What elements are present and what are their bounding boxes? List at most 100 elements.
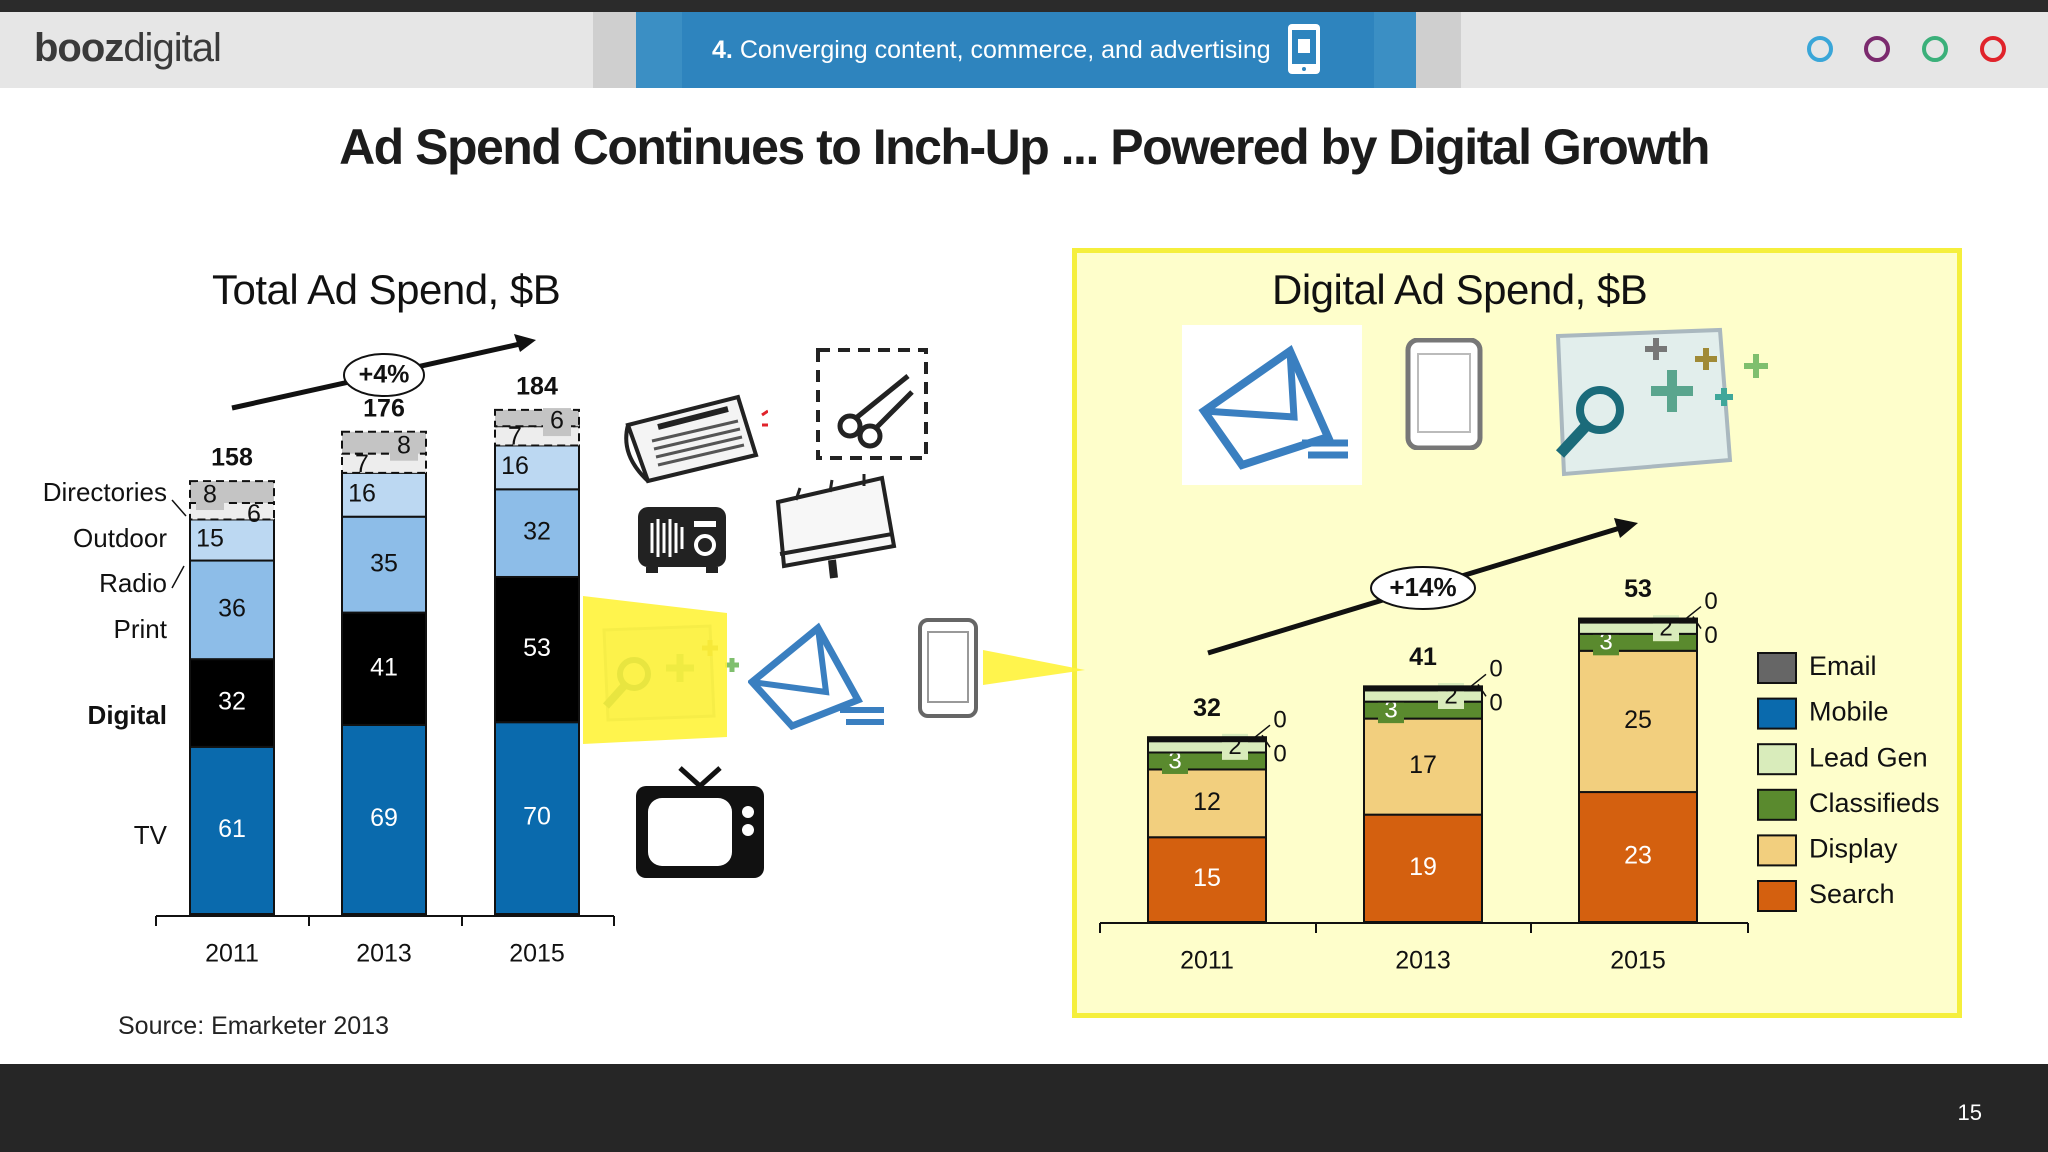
page-title: Ad Spend Continues to Inch-Up ... Powere… <box>339 119 1710 175</box>
logo-light-text: digital <box>123 26 222 70</box>
digital-leader-mobile-2011 <box>1261 734 1271 748</box>
nav-circle-4[interactable] <box>1980 36 2006 62</box>
total-value-directories-2015: 6 <box>550 407 564 435</box>
digital-growth-arrow-head <box>1614 518 1638 538</box>
total-value-radio-2013: 16 <box>348 479 376 507</box>
email-large-icon <box>1182 325 1362 485</box>
total-sum-label-2011: 158 <box>211 444 253 472</box>
total-bar-digital-2011 <box>189 658 275 748</box>
legend-swatch-display <box>1757 834 1797 867</box>
booz-digital-logo[interactable]: boozdigital <box>34 26 222 71</box>
total-value-digital-2015: 53 <box>523 634 551 662</box>
section-tab-inner <box>682 12 1374 88</box>
digital-bar-search-2013 <box>1363 813 1483 924</box>
total-value-tv-2015: 70 <box>523 803 551 831</box>
total-x-tick-2015: 2015 <box>509 940 565 968</box>
total-x-tick-2013: 2013 <box>356 940 412 968</box>
digital-x-tick-2013: 2013 <box>1395 947 1451 975</box>
total-value-radio-2015: 16 <box>501 452 529 480</box>
total-sum-label-2013: 176 <box>363 394 405 422</box>
nav-circle-1[interactable] <box>1807 36 1833 62</box>
total-growth-label: +4% <box>359 361 410 389</box>
digital-leader-email-2011 <box>1249 724 1271 742</box>
digital-bar-display-2015 <box>1578 649 1698 794</box>
digital-bar-search-2015 <box>1578 791 1698 923</box>
digital-leader-mobile-2013 <box>1477 683 1487 697</box>
legend-label-search: Search <box>1809 879 1895 909</box>
digital-value-classifieds-2011: 3 <box>1168 747 1181 774</box>
digital-value-mobile-2011: 0 <box>1273 741 1286 768</box>
legend-swatch-email <box>1757 652 1797 684</box>
nav-circle-2[interactable] <box>1864 36 1890 62</box>
total-bar-digital-2015 <box>494 575 580 724</box>
total-value-digital-2013: 41 <box>370 653 398 681</box>
digital-growth-label: +14% <box>1389 572 1456 602</box>
total-label-bg-directories-2013 <box>390 432 418 461</box>
total-chart-title: Total Ad Spend, $B <box>212 266 561 313</box>
digital-value-email-2013: 0 <box>1489 656 1502 683</box>
total-bar-digital-2013 <box>341 611 427 726</box>
total-bar-radio-2011 <box>189 518 275 562</box>
radio-icon <box>638 507 726 573</box>
digital-value-display-2013: 17 <box>1409 751 1437 779</box>
digital-value-display-2011: 12 <box>1193 788 1221 816</box>
total-label-bg-directories-2015 <box>543 408 571 437</box>
legend-swatch-lead-gen <box>1757 743 1797 776</box>
tab-shade-left <box>593 12 636 88</box>
total-series-label-directories: Directories <box>43 477 167 507</box>
total-value-radio-2011: 15 <box>196 525 224 553</box>
digital-sum-label-2011: 32 <box>1193 694 1221 722</box>
digital-value-search-2015: 23 <box>1624 842 1652 870</box>
total-value-digital-2011: 32 <box>218 688 246 716</box>
tv-icon <box>636 766 764 878</box>
digital-value-email-2015: 0 <box>1704 588 1717 615</box>
section-tab-label: 4. Converging content, commerce, and adv… <box>712 36 1271 65</box>
digital-highlight-funnel-left <box>583 596 727 744</box>
total-series-label-digital: Digital <box>88 700 167 730</box>
total-value-outdoor-2015: 7 <box>508 422 522 450</box>
total-value-outdoor-2011: 6 <box>247 500 261 528</box>
leader-line-directories <box>171 499 187 517</box>
mobile-phone-icon <box>918 618 978 718</box>
email-icon <box>748 622 884 731</box>
digital-bar-search-2011 <box>1147 836 1267 923</box>
total-series-label-radio: Radio <box>99 568 167 598</box>
digital-highlight-funnel-right <box>983 650 1085 685</box>
total-value-directories-2013: 8 <box>397 431 411 459</box>
total-growth-arrow-head <box>514 334 536 352</box>
digital-value-display-2015: 25 <box>1624 706 1652 734</box>
phone-chip-icon <box>1288 24 1320 74</box>
digital-value-classifieds-2013: 3 <box>1384 696 1397 723</box>
browser-search-large-icon <box>1555 327 1768 477</box>
digital-value-mobile-2015: 0 <box>1704 622 1717 649</box>
digital-value-classifieds-2015: 3 <box>1599 629 1612 656</box>
source-note: Source: Emarketer 2013 <box>118 1012 389 1040</box>
total-sum-label-2015: 184 <box>516 372 558 400</box>
digital-value-search-2011: 15 <box>1193 864 1221 892</box>
digital-bar-display-2013 <box>1363 717 1483 816</box>
total-bar-print-2015 <box>494 488 580 578</box>
digital-value-search-2013: 19 <box>1409 853 1437 881</box>
total-value-outdoor-2013: 7 <box>355 450 369 478</box>
nav-circle-3[interactable] <box>1922 36 1948 62</box>
digital-sum-label-2015: 53 <box>1624 575 1652 603</box>
digital-bar-display-2011 <box>1147 768 1267 839</box>
legend-label-classifieds: Classifieds <box>1809 788 1940 818</box>
total-growth-badge <box>343 353 425 397</box>
total-series-label-print: Print <box>114 614 168 644</box>
digital-bar-lead-gen-2015 <box>1578 621 1698 635</box>
section-number: 4. <box>712 36 733 64</box>
section-tab[interactable] <box>636 12 1416 88</box>
total-value-tv-2013: 69 <box>370 804 398 832</box>
legend-swatch-classifieds <box>1757 788 1797 821</box>
digital-bar-lead-gen-2013 <box>1363 689 1483 703</box>
total-value-print-2011: 36 <box>218 594 246 622</box>
total-bar-tv-2013 <box>341 723 427 915</box>
total-value-print-2015: 32 <box>523 518 551 546</box>
leader-line-radio <box>171 565 185 589</box>
billboard-icon <box>775 474 897 579</box>
legend-label-email: Email <box>1809 651 1877 681</box>
legend-swatch-mobile <box>1757 697 1797 730</box>
scissors-coupon-icon <box>816 348 928 460</box>
